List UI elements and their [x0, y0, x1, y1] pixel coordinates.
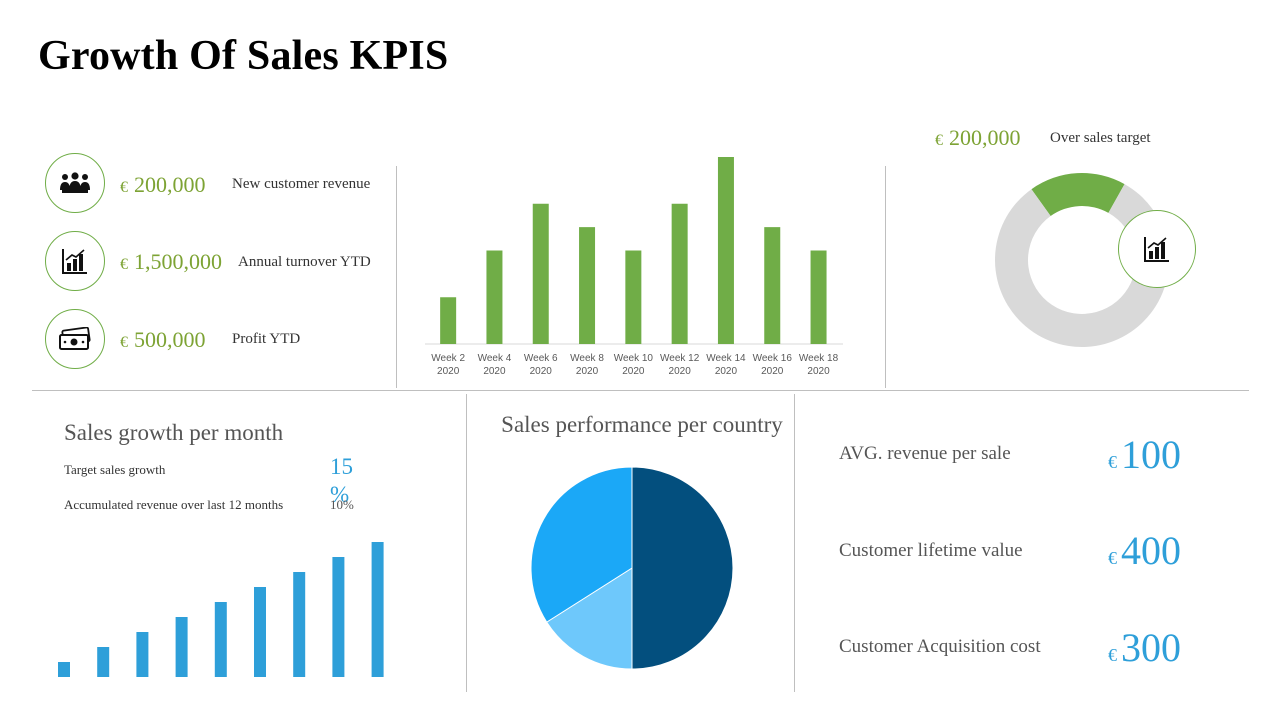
x-tick-label: Week 14 2020 — [706, 353, 746, 377]
divider-top-left — [396, 166, 397, 388]
bar — [58, 662, 70, 677]
country-pie-chart — [530, 466, 734, 670]
metric-value-lifetime-value: €400 — [1108, 528, 1181, 573]
growth-title: Sales growth per month — [64, 420, 284, 445]
kpi-label-new-customer: New customer revenue — [232, 176, 371, 192]
money-icon — [45, 309, 105, 369]
donut-slice — [1031, 173, 1125, 217]
divider-top-right — [885, 166, 886, 388]
bar — [97, 647, 110, 677]
bar — [532, 203, 549, 344]
metric-label-acquisition-cost: Customer Acquisition cost — [839, 636, 1041, 657]
pie-slice — [631, 466, 734, 670]
divider-bottom-left — [466, 394, 467, 692]
x-tick-label: Week 8 2020 — [570, 353, 604, 377]
target-value: €200,000 — [935, 125, 1021, 150]
bar — [579, 227, 596, 344]
growth-item-label-accumulated: Accumulated revenue over last 12 months — [64, 497, 284, 512]
growth-target-percent: 15 % — [330, 454, 353, 507]
bar — [717, 157, 734, 344]
kpi-label-profit: Profit YTD — [232, 331, 301, 347]
kpi-label-annual-turnover: Annual turnover YTD — [238, 254, 371, 270]
pie-slice — [530, 466, 633, 623]
x-tick-label: Week 18 2020 — [799, 353, 839, 377]
metric-value-avg-revenue: €100 — [1108, 432, 1181, 477]
page-title: Growth Of Sales KPIS — [38, 33, 449, 79]
bar — [214, 602, 227, 677]
metric-value-acquisition-cost: €300 — [1108, 625, 1181, 670]
x-tick-label: Week 2 2020 — [431, 353, 465, 377]
target-label: Over sales target — [1050, 130, 1151, 146]
metric-label-avg-revenue: AVG. revenue per sale — [839, 443, 1011, 464]
bar — [254, 587, 266, 677]
x-tick-label: Week 6 2020 — [524, 353, 558, 377]
bar — [175, 617, 188, 677]
bar — [625, 250, 642, 344]
bar — [486, 250, 503, 344]
bar — [810, 250, 827, 344]
growth-item-label-target: Target sales growth — [64, 462, 166, 477]
divider-horizontal — [32, 390, 1249, 391]
bar — [136, 632, 149, 677]
growth-accumulated-percent: 10% — [330, 497, 354, 512]
team-icon — [45, 153, 105, 213]
pie-slice — [546, 567, 633, 670]
bar — [332, 557, 345, 677]
x-tick-label: Week 16 2020 — [753, 353, 793, 377]
divider-bottom-right — [794, 394, 795, 692]
metric-label-lifetime-value: Customer lifetime value — [839, 540, 1023, 561]
x-tick-label: Week 10 2020 — [614, 353, 654, 377]
monthly-growth-bar-chart — [58, 542, 384, 677]
bar-chart-icon — [45, 231, 105, 291]
bar — [440, 297, 457, 344]
bar — [293, 572, 306, 677]
x-tick-label: Week 4 2020 — [478, 353, 512, 377]
growth-chart-icon — [1118, 210, 1196, 288]
bar — [371, 542, 384, 677]
weekly-sales-bar-chart: Week 2 2020 Week 4 2020 Week 6 2020 Week 8 2020… — [425, 157, 843, 377]
x-tick-label: Week 12 2020 — [660, 353, 700, 377]
kpi-value-new-customer: €200,000 — [120, 172, 206, 197]
kpi-value-profit: €500,000 — [120, 327, 206, 352]
kpi-value-annual-turnover: €1,500,000 — [120, 249, 222, 274]
country-title: Sales performance per country — [501, 412, 783, 437]
bar — [671, 203, 688, 344]
bar — [764, 227, 781, 344]
